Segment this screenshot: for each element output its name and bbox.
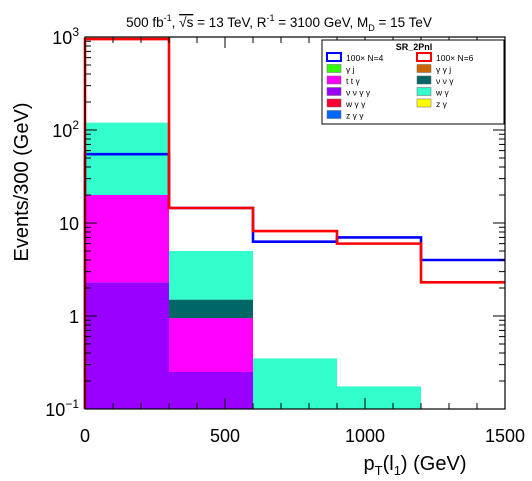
legend-label-9: z γ — [436, 99, 448, 109]
legend-label-3: γ γ j — [436, 65, 451, 75]
y-axis-title: Events/300 (GeV) — [11, 103, 33, 262]
title-md-value: = 15 TeV — [375, 15, 432, 30]
legend-swatch-6 — [326, 87, 342, 96]
x-title-one-sub: 1 — [394, 463, 401, 478]
y-tick-label-4: 103 — [52, 25, 79, 48]
legend-label-5: ν ν γ — [436, 76, 454, 86]
legend: SR_2Pnl 100× N=4 100× N=6 γ j γ γ j t t γ ν ν… — [321, 39, 505, 125]
x-title-p: p — [364, 453, 375, 475]
legend-label-4: t t γ — [346, 76, 360, 86]
legend-swatch-1 — [416, 52, 432, 62]
y-tick-label-3: 102 — [52, 118, 79, 141]
title-r-exp: -1 — [267, 13, 275, 23]
legend-label-7: w γ — [435, 88, 450, 98]
legend-label-2: γ j — [346, 65, 355, 75]
legend-swatch-9 — [416, 98, 432, 108]
title-energy: = 13 TeV, R — [193, 15, 266, 30]
legend-label-10: z γ γ — [346, 111, 364, 121]
title-md-sub: D — [368, 23, 375, 33]
x-tick-label-1: 500 — [210, 426, 240, 446]
bar-1-0 — [85, 195, 169, 283]
legend-box — [321, 39, 505, 125]
bar-0-1 — [169, 371, 253, 409]
legend-swatch-8 — [326, 98, 342, 108]
y-tick-label-2: 10 — [59, 214, 79, 234]
title-lumi: 500 fb — [126, 15, 164, 30]
bar-3-1 — [169, 250, 253, 300]
y-tick-label-0: 10−1 — [45, 397, 79, 420]
legend-swatch-7 — [416, 87, 432, 96]
legend-title: SR_2Pnl — [396, 42, 433, 52]
x-title-t-sub: T — [375, 463, 383, 478]
legend-swatch-3 — [416, 64, 432, 73]
legend-label-0: 100× N=4 — [346, 53, 384, 63]
bar-1-1 — [169, 318, 253, 372]
x-tick-label-0: 0 — [80, 426, 90, 446]
x-axis-title: pT(l1) (GeV) — [364, 453, 467, 478]
bar-2-1 — [169, 299, 253, 319]
bar-3-2 — [253, 358, 337, 409]
bar-3-3 — [337, 386, 421, 409]
title-sep: , — [172, 15, 180, 30]
legend-swatch-0 — [326, 52, 342, 62]
legend-swatch-4 — [326, 75, 342, 85]
title-r-value: = 3100 GeV, M — [275, 15, 369, 30]
x-tick-label-2: 1000 — [345, 426, 385, 446]
title-lumi-exp: -1 — [164, 13, 172, 23]
legend-swatch-5 — [416, 75, 432, 85]
y-tick-label-1: 1 — [69, 307, 79, 327]
legend-label-1: 100× N=6 — [436, 53, 474, 63]
legend-label-8: w γ γ — [345, 99, 366, 109]
chart-title: 500 fb-1, √s = 13 TeV, R-1 = 3100 GeV, M… — [126, 13, 432, 33]
bar-3-0 — [85, 122, 169, 196]
title-sqrt-s: √s — [179, 15, 193, 30]
x-title-unit: ) (GeV) — [401, 453, 467, 475]
x-title-paren: (l — [383, 453, 394, 475]
legend-swatch-10 — [326, 110, 342, 119]
x-tick-label-3: 1500 — [485, 426, 525, 446]
legend-label-6: ν ν γ γ — [346, 88, 371, 98]
legend-swatch-2 — [326, 64, 342, 73]
bar-0-0 — [85, 282, 169, 409]
